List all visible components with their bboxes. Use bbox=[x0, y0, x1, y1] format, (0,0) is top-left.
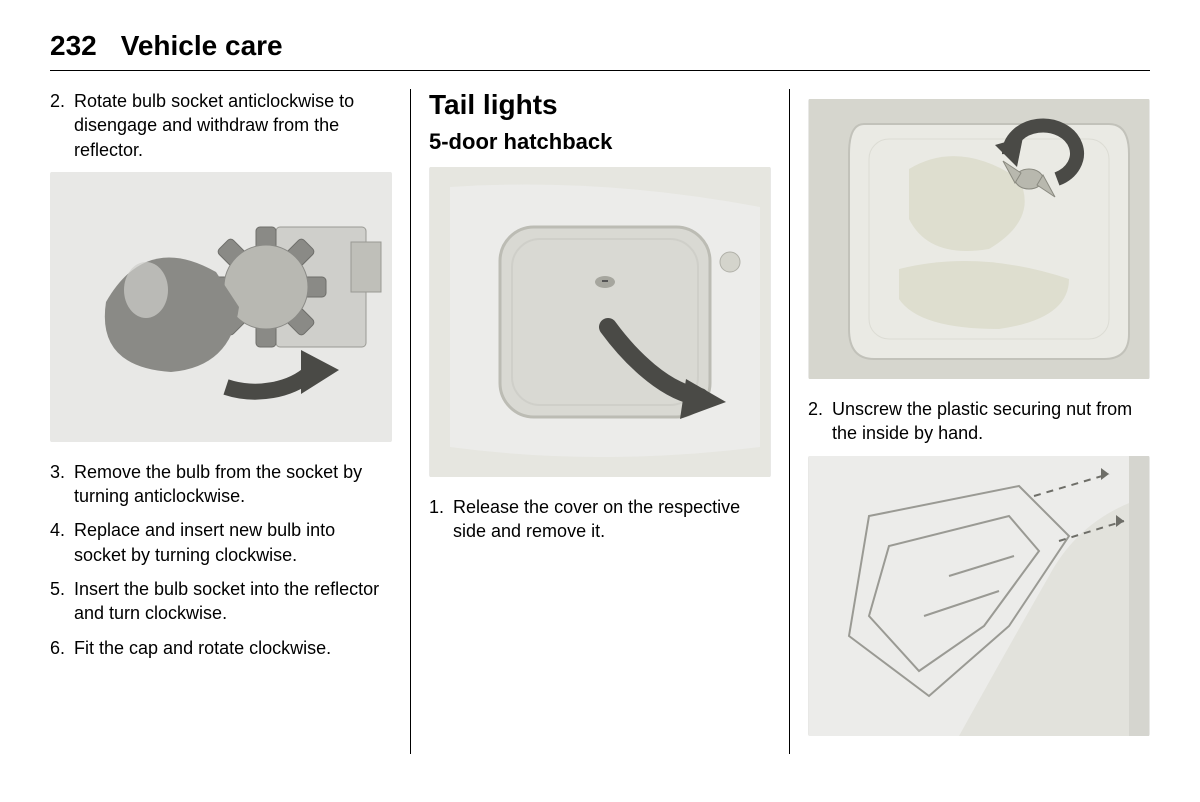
chapter-title: Vehicle care bbox=[121, 30, 283, 62]
steps-list-before-figure: 2.Rotate bulb socket anticlockwise to di… bbox=[50, 89, 392, 162]
figure-cover-release bbox=[429, 167, 771, 477]
step-number: 4. bbox=[50, 518, 74, 567]
steps-list-col3-a: 2.Unscrew the plastic securing nut from … bbox=[808, 397, 1150, 446]
step-text: Insert the bulb socket into the reflecto… bbox=[74, 577, 392, 626]
step-text: Release the cover on the respective side… bbox=[453, 495, 771, 544]
step-number: 5. bbox=[50, 577, 74, 626]
column-1: 2.Rotate bulb socket anticlockwise to di… bbox=[50, 89, 410, 754]
column-3: 2.Unscrew the plastic securing nut from … bbox=[789, 89, 1150, 754]
heading-tail-lights: Tail lights bbox=[429, 89, 771, 121]
step-number: 3. bbox=[50, 460, 74, 509]
step-text: Rotate bulb socket anticlockwise to dise… bbox=[74, 89, 392, 162]
figure-securing-nut bbox=[808, 99, 1150, 379]
step-number: 1. bbox=[429, 495, 453, 544]
step-text: Remove the bulb from the socket by turni… bbox=[74, 460, 392, 509]
step-number: 2. bbox=[50, 89, 74, 162]
step-2: 2.Unscrew the plastic securing nut from … bbox=[808, 397, 1150, 446]
step-text: Fit the cap and rotate clockwise. bbox=[74, 636, 331, 660]
column-2: Tail lights 5-door hatchback 1.Re bbox=[410, 89, 789, 754]
step-text: Unscrew the plastic securing nut from th… bbox=[832, 397, 1150, 446]
step-3: 3.Remove the bulb from the socket by tur… bbox=[50, 460, 392, 509]
step-5: 5.Insert the bulb socket into the reflec… bbox=[50, 577, 392, 626]
step-4: 4.Replace and insert new bulb into socke… bbox=[50, 518, 392, 567]
step-6: 6.Fit the cap and rotate clockwise. bbox=[50, 636, 392, 660]
step-number: 6. bbox=[50, 636, 74, 660]
step-text: Replace and insert new bulb into socket … bbox=[74, 518, 392, 567]
steps-list-col2: 1.Release the cover on the respective si… bbox=[429, 495, 771, 544]
step-1: 1.Release the cover on the respective si… bbox=[429, 495, 771, 544]
subheading-5-door: 5-door hatchback bbox=[429, 129, 771, 155]
content-columns: 2.Rotate bulb socket anticlockwise to di… bbox=[50, 89, 1150, 754]
page-number: 232 bbox=[50, 30, 97, 62]
step-2: 2.Rotate bulb socket anticlockwise to di… bbox=[50, 89, 392, 162]
page-header: 232 Vehicle care bbox=[50, 30, 1150, 71]
figure-remove-lamp bbox=[808, 456, 1150, 736]
step-number: 2. bbox=[808, 397, 832, 446]
steps-list-after-figure: 3.Remove the bulb from the socket by tur… bbox=[50, 460, 392, 660]
figure-bulb-socket bbox=[50, 172, 392, 442]
